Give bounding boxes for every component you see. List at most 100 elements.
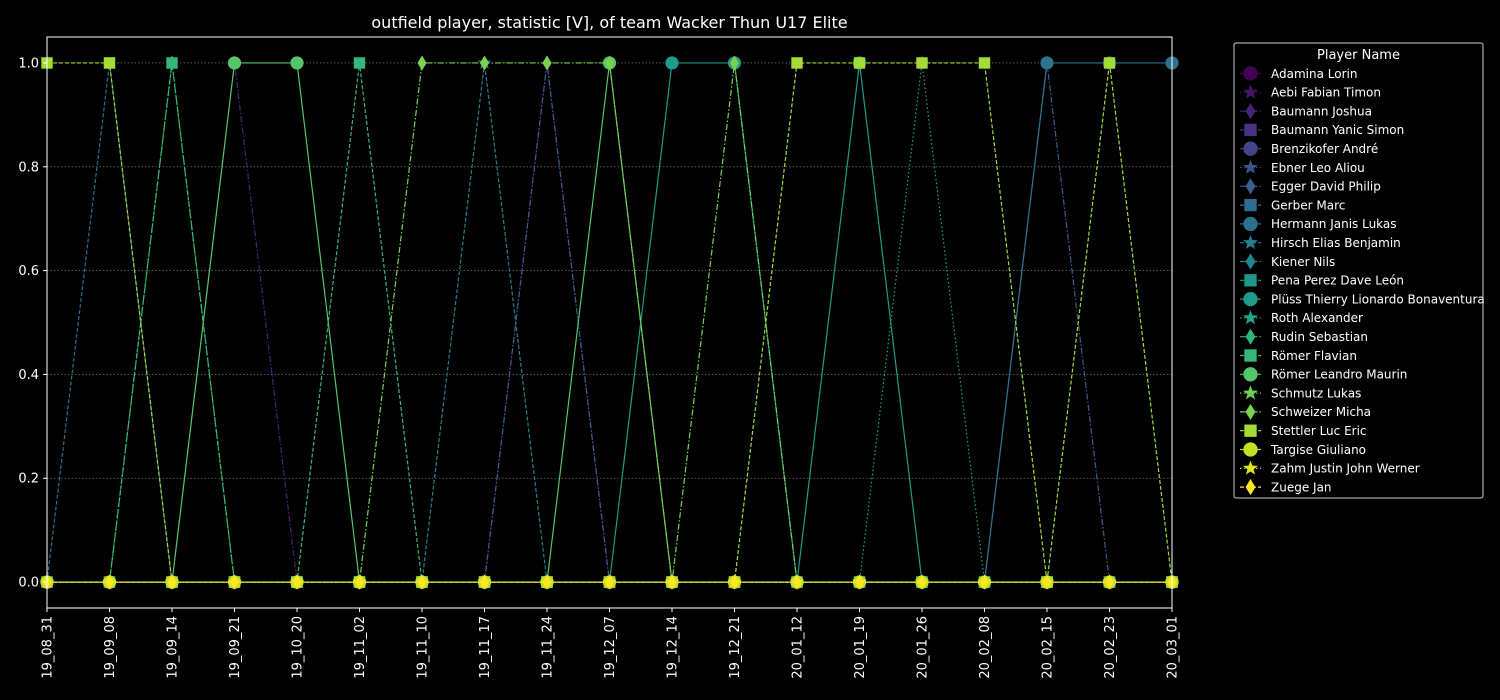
legend-label: Römer Flavian [1271,349,1357,363]
x-tick-label: 20_01_26 [916,616,931,679]
legend-label: Roth Alexander [1271,311,1363,325]
x-tick-label: 19_10_20 [291,616,306,679]
legend-label: Zahm Justin John Werner [1271,462,1420,476]
data-point [854,574,865,590]
x-tick-label: 19_12_21 [728,616,743,679]
legend-item: Rudin Sebastian [1240,328,1368,345]
x-tick-label: 20_03_01 [1166,616,1181,679]
data-point [292,574,302,590]
legend-item: Brenzikofer André [1240,141,1378,156]
data-point [1042,574,1052,590]
legend-label: Targise Giuliano [1270,443,1366,457]
data-point [542,574,552,590]
legend-item: Adamina Lorin [1240,66,1357,81]
legend-items: Adamina Lorin Aebi Fabian Timon Baumann Jo… [1240,66,1485,496]
legend-label: Hirsch Elias Benjamin [1271,236,1401,250]
y-tick-label: 0.2 [18,472,39,487]
legend-marker [1244,349,1257,362]
legend-marker [1243,460,1258,475]
x-tick-label: 20_02_08 [978,616,993,679]
legend-label: Schweizer Micha [1271,405,1371,419]
legend-label: Plüss Thierry Lionardo Bonaventura [1271,292,1485,306]
legend-label: Ebner Leo Aliou [1271,161,1365,175]
data-point [1040,56,1054,70]
x-tick-label: 19_11_17 [478,616,493,679]
y-axis: 0.0 0.2 0.4 0.6 0.8 1.0 [18,56,47,591]
data-point [166,57,178,69]
legend-label: Kiener Nils [1271,255,1335,269]
data-point [853,57,866,69]
legend-marker [1243,141,1258,156]
legend-label: Gerber Marc [1271,198,1345,212]
legend-item: Baumann Yanic Simon [1240,123,1404,137]
y-tick-label: 0.6 [18,264,39,279]
legend-item: Schmutz Lukas [1240,385,1361,400]
legend-marker [1243,310,1258,325]
x-tick-label: 20_01_12 [791,616,806,679]
data-point [916,57,928,69]
data-point [227,56,242,70]
legend-marker [1245,178,1256,195]
data-point [167,574,177,590]
data-point [729,55,740,71]
y-tick-label: 1.0 [18,56,39,71]
data-point [979,574,990,590]
data-point [417,55,427,71]
x-tick-label: 20_01_19 [853,616,868,679]
x-axis: 19_08_31 19_09_08 19_09_14 19_09_21 19_10_20… [41,608,1181,679]
data-point [791,57,803,69]
x-tick-label: 19_11_24 [541,616,556,679]
legend-label: Zuege Jan [1271,480,1332,494]
legend-label: Baumann Joshua [1271,104,1372,118]
legend-item: Ebner Leo Aliou [1240,159,1365,175]
x-tick-label: 19_09_08 [103,616,118,679]
data-point [1104,574,1115,590]
data-point [417,574,427,590]
x-tick-label: 20_02_23 [1103,616,1118,679]
data-point [542,55,552,71]
data-point [353,57,366,69]
legend-marker [1243,367,1258,382]
x-tick-label: 19_12_14 [666,616,681,679]
legend-item: Pena Perez Dave León [1240,274,1404,288]
legend-label: Baumann Yanic Simon [1271,123,1404,137]
data-point [665,56,679,70]
data-point [104,574,115,590]
legend-item: Gerber Marc [1240,198,1345,212]
x-tick-label: 19_08_31 [41,616,56,679]
legend-marker [1244,274,1257,287]
legend-label: Egger David Philip [1271,180,1381,194]
legend-item: Zahm Justin John Werner [1240,460,1420,476]
x-tick-label: 19_11_10 [416,616,431,679]
legend-marker [1243,159,1258,174]
x-tick-label: 19_09_21 [228,616,243,679]
legend-marker [1243,234,1258,250]
data-point [792,574,802,590]
data-point [978,57,991,69]
legend-title: Player Name [1317,48,1400,63]
data-point [604,574,615,590]
legend-item: Plüss Thierry Lionardo Bonaventura [1240,291,1485,307]
legend-item: Baumann Joshua [1240,103,1372,120]
legend-item: Schweizer Micha [1240,403,1371,420]
legend-item: Kiener Nils [1240,253,1335,270]
y-tick-label: 0.4 [18,368,39,383]
legend-marker [1243,291,1258,307]
legend-item: Zuege Jan [1240,479,1332,496]
legend-item: Hermann Janis Lukas [1240,216,1397,231]
legend-label: Schmutz Lukas [1271,386,1361,400]
data-point [729,574,740,590]
x-tick-label: 20_02_15 [1041,616,1056,679]
legend-label: Hermann Janis Lukas [1271,217,1397,231]
data-point [290,56,304,70]
data-point [667,574,677,590]
data-point [229,574,240,590]
legend-item: Egger David Philip [1240,178,1381,195]
y-tick-label: 0.8 [18,160,39,175]
legend-marker [1243,84,1258,99]
legend-frame [1233,42,1484,499]
legend-label: Römer Leandro Maurin [1271,368,1407,382]
legend-label: Brenzikofer André [1271,142,1378,156]
legend-item: Hirsch Elias Benjamin [1240,234,1401,250]
